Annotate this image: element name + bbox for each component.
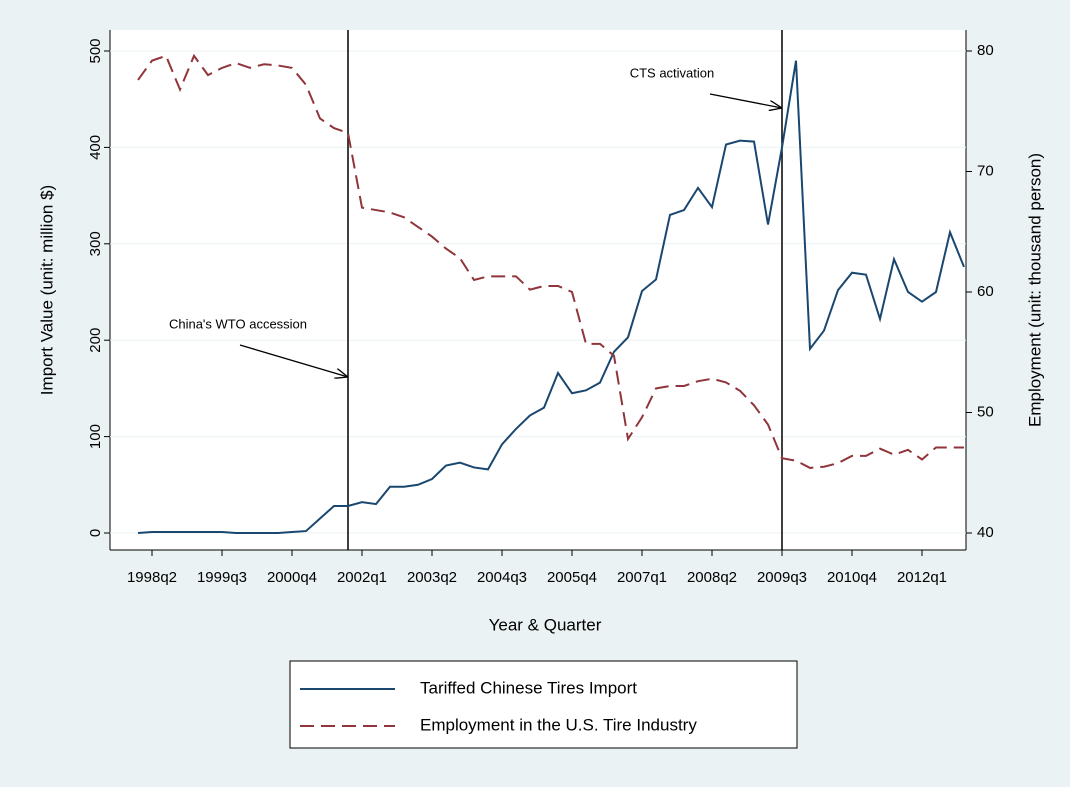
x-axis-title: Year & Quarter: [489, 615, 602, 634]
x-tick-label: 2004q3: [477, 569, 527, 586]
annotation: China's WTO accession: [169, 316, 307, 331]
x-tick-label: 2005q4: [547, 569, 597, 586]
y-axis-title: Import Value (unit: million $): [37, 185, 56, 395]
x-tick-label: 1999q3: [197, 569, 247, 586]
x-tick-label: 2000q4: [267, 569, 317, 586]
legend: [289, 660, 798, 749]
y-tick-label: 100: [87, 424, 104, 449]
y2-tick-label: 80: [977, 42, 994, 59]
legend-label: Employment in the U.S. Tire Industry: [420, 715, 697, 734]
annotation-arrow: [709, 93, 782, 108]
y2-axis-title: Employment (unit: thousand person): [1025, 153, 1044, 427]
y2-tick-label: 40: [977, 524, 994, 541]
x-tick-label: 2003q2: [407, 569, 457, 586]
y-tick-label: 400: [87, 135, 104, 160]
plot-area: [110, 30, 966, 550]
y-tick-label: 500: [87, 38, 104, 63]
x-tick-label: 2012q1: [897, 569, 947, 586]
legend-label: Tariffed Chinese Tires Import: [420, 678, 637, 697]
x-tick-label: 2002q1: [337, 569, 387, 586]
x-tick-label: 2010q4: [827, 569, 877, 586]
y2-tick-label: 60: [977, 283, 994, 300]
x-tick-label: 2009q3: [757, 569, 807, 586]
y-tick-label: 0: [87, 529, 104, 537]
series-line: [137, 60, 965, 534]
x-tick-label: 2007q1: [617, 569, 667, 586]
y2-tick-label: 70: [977, 162, 994, 179]
annotation: CTS activation: [630, 65, 715, 80]
annotation-arrow: [239, 344, 348, 377]
x-tick-label: 2008q2: [687, 569, 737, 586]
y2-tick-label: 50: [977, 403, 994, 420]
y-tick-label: 300: [87, 231, 104, 256]
y-tick-label: 200: [87, 328, 104, 353]
series-line: [137, 53, 964, 469]
x-tick-label: 1998q2: [127, 569, 177, 586]
